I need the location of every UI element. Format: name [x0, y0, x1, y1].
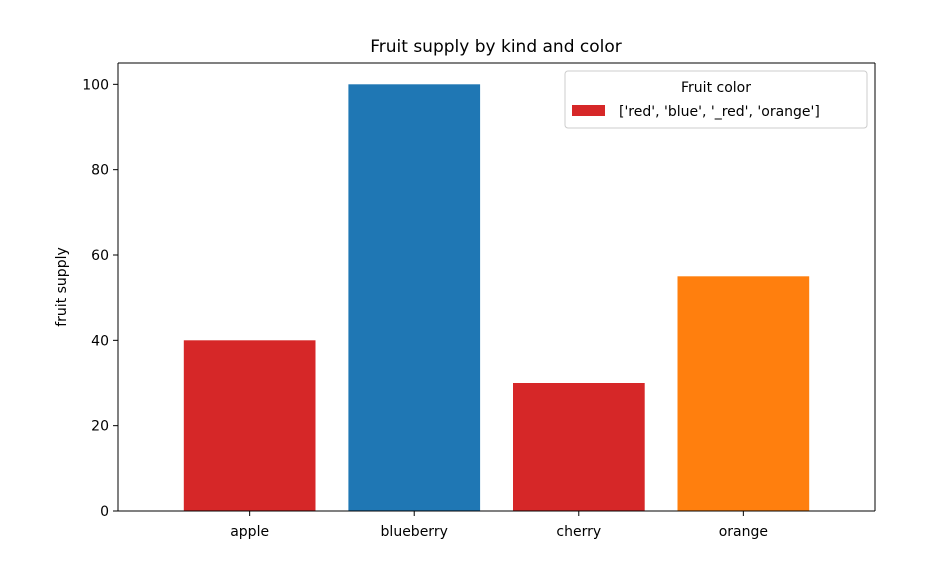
x-ticks: apple blueberry cherry orange — [230, 511, 768, 540]
y-tick-label: 60 — [91, 248, 109, 264]
y-tick-label: 40 — [91, 333, 109, 349]
x-tick-label: blueberry — [381, 524, 448, 540]
x-tick-label: cherry — [556, 524, 601, 540]
chart-title: Fruit supply by kind and color — [370, 37, 622, 57]
bar-blueberry — [348, 84, 481, 512]
axes — [117, 62, 876, 512]
legend-entry-label: ['red', 'blue', '_red', 'orange'] — [619, 104, 820, 120]
legend-swatch — [572, 105, 605, 116]
legend-title: Fruit color — [681, 80, 751, 96]
bar-apple — [183, 340, 316, 511]
bars — [183, 84, 810, 512]
bar-cherry — [513, 383, 645, 511]
y-tick-label: 100 — [82, 77, 109, 93]
y-ticks: 0 20 40 60 80 100 — [82, 77, 118, 520]
bar-orange — [677, 276, 810, 511]
legend: Fruit color ['red', 'blue', '_red', 'ora… — [564, 70, 868, 129]
y-tick-label: 0 — [100, 504, 109, 520]
x-tick-label: orange — [719, 524, 768, 540]
y-tick-label: 20 — [91, 419, 109, 435]
y-tick-label: 80 — [91, 163, 109, 179]
x-tick-label: apple — [230, 524, 269, 540]
y-axis-label: fruit supply — [54, 247, 70, 327]
legend-frame — [564, 70, 868, 129]
